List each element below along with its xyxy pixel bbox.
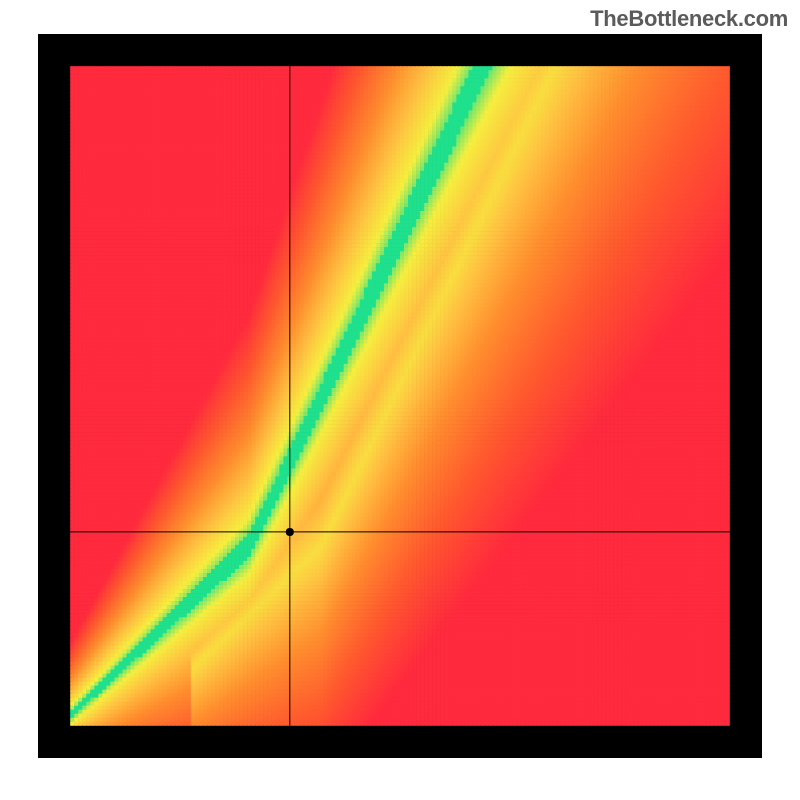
heatmap-canvas (38, 34, 762, 758)
bottleneck-heatmap (38, 34, 762, 758)
attribution-text: TheBottleneck.com (590, 6, 788, 32)
